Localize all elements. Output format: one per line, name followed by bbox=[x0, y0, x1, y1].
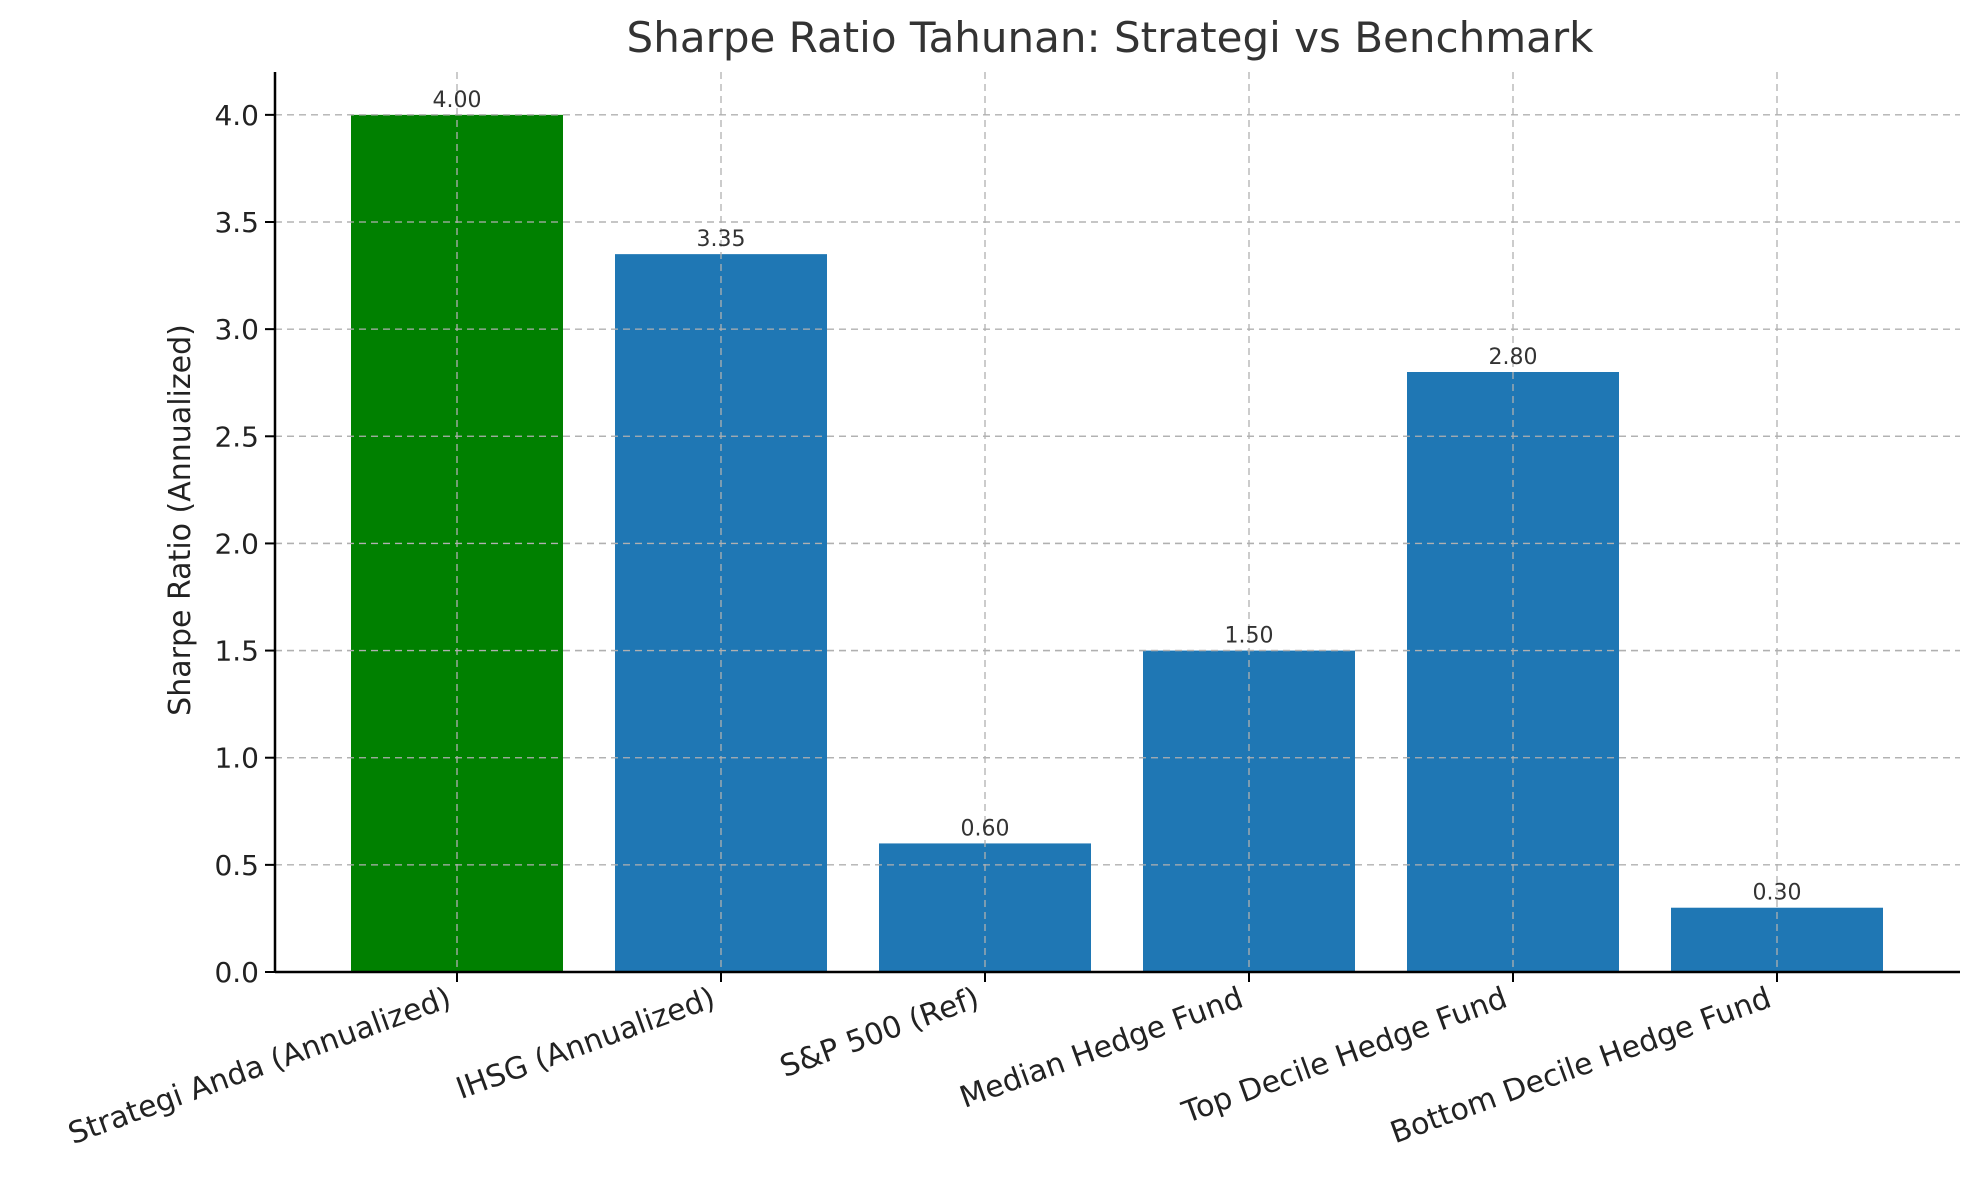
y-tick-label: 1.0 bbox=[214, 742, 259, 775]
y-tick-label: 1.5 bbox=[214, 635, 259, 668]
data-labels: 4.00 3.35 0.60 1.50 2.80 0.30 bbox=[433, 88, 1802, 906]
y-tick-label: 0.0 bbox=[214, 956, 259, 989]
x-ticks: Strategi Anda (Annualized)IHSG (Annualiz… bbox=[64, 972, 1778, 1152]
bar-value-label: 0.30 bbox=[1753, 881, 1802, 906]
bar-value-label: 0.60 bbox=[961, 816, 1010, 841]
x-tick-label: IHSG (Annualized) bbox=[452, 981, 720, 1107]
x-tick-label: Strategi Anda (Annualized) bbox=[64, 981, 456, 1152]
y-tick-label: 3.0 bbox=[214, 313, 259, 346]
x-tick-label: S&P 500 (Ref) bbox=[776, 981, 984, 1085]
y-axis-label: Sharpe Ratio (Annualized) bbox=[163, 324, 198, 716]
y-tick-label: 0.5 bbox=[214, 849, 259, 882]
bar-value-label: 3.35 bbox=[697, 227, 746, 252]
y-tick-label: 3.5 bbox=[214, 206, 259, 239]
y-ticks: 0.0 0.5 1.0 1.5 2.0 2.5 3.0 3.5 4.0 bbox=[214, 99, 275, 989]
bars bbox=[275, 72, 1960, 973]
y-tick-label: 4.0 bbox=[214, 99, 259, 132]
bar-value-label: 2.80 bbox=[1489, 345, 1538, 370]
y-tick-label: 2.5 bbox=[214, 420, 259, 453]
bar-value-label: 1.50 bbox=[1225, 624, 1274, 649]
chart-title: Sharpe Ratio Tahunan: Strategi vs Benchm… bbox=[627, 13, 1595, 62]
y-tick-label: 2.0 bbox=[214, 527, 259, 560]
bar-value-label: 4.00 bbox=[433, 88, 482, 113]
